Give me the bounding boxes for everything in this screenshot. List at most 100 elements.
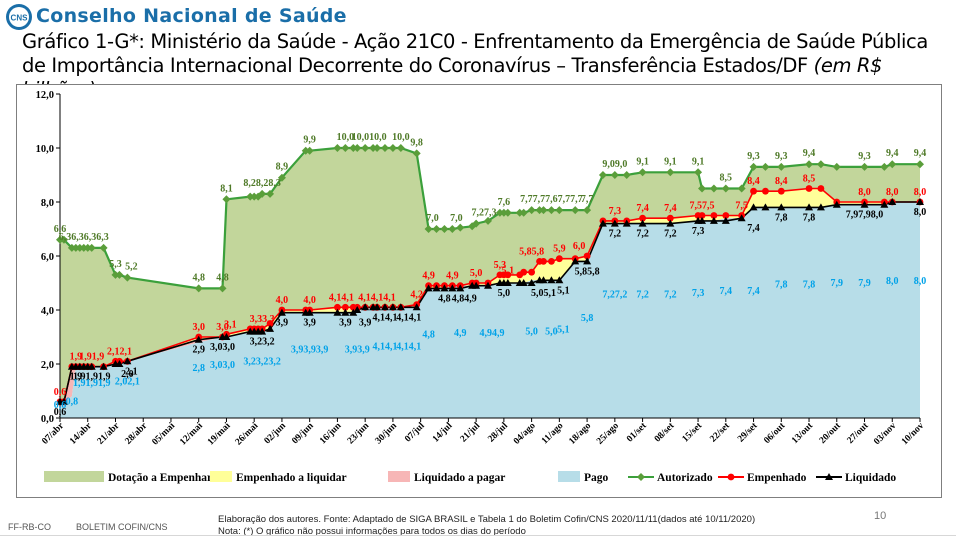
marker-liquidado: [777, 203, 786, 211]
marker-autorizado: [694, 168, 703, 177]
marker-liquidado: [598, 219, 607, 227]
footer-code: FF-RB-CO: [8, 522, 51, 532]
marker-autorizado: [555, 206, 564, 215]
label-empenhado: 7,5: [735, 201, 748, 212]
label-autorizado: 7,77,77,67,77,7: [520, 194, 583, 205]
marker-autorizado: [373, 144, 382, 152]
label-liquidado: 0,6: [54, 407, 67, 418]
marker-liquidado: [832, 200, 841, 208]
legend-item: Liquidado: [816, 472, 896, 484]
label-autorizado: 9,4: [914, 148, 927, 159]
label-pago: 5,0: [525, 326, 538, 337]
label-pago: 0,8: [66, 397, 79, 408]
label-liquidado: 3,23,2: [250, 337, 275, 348]
label-empenhado: 1,9: [70, 352, 83, 363]
marker-autorizado: [816, 160, 825, 169]
label-liquidado: 3,9: [303, 318, 316, 329]
marker-liquidado: [638, 219, 647, 227]
label-autorizado: 6,36,36,36,3: [59, 232, 109, 243]
marker-liquidado: [805, 203, 814, 211]
chart: 0,02,04,06,08,010,012,007/abr 14/abr 21/ab…: [16, 84, 942, 498]
legend-label: Empenhado: [747, 472, 807, 484]
marker-liquidado: [424, 284, 433, 292]
marker-autorizado: [396, 144, 405, 152]
marker-autorizado: [721, 184, 730, 193]
footer-bulletin: BOLETIM COFIN/CNS: [76, 522, 168, 532]
marker-autorizado: [698, 184, 707, 193]
marker-liquidado: [583, 257, 592, 265]
label-pago: 4,14,1: [396, 341, 421, 352]
label-autorizado: 9,9: [303, 135, 316, 146]
label-liquidado: 3,9: [339, 318, 352, 329]
marker-autorizado: [622, 171, 631, 179]
marker-autorizado: [888, 160, 897, 169]
marker-liquidado: [277, 308, 286, 316]
marker-autorizado: [99, 243, 108, 252]
y-tick-label: 12,0: [36, 90, 54, 101]
label-liquidado: 7,3: [692, 226, 705, 237]
marker-autorizado: [266, 189, 275, 198]
legend-item: Dotação a Empenhar: [44, 471, 212, 484]
marker-autorizado: [341, 144, 350, 152]
label-liquidado: 4,14,1: [396, 312, 421, 323]
marker-autorizado: [503, 208, 512, 217]
label-pago: 5,1: [557, 325, 570, 336]
label-empenhado: 4,9: [422, 271, 435, 282]
marker-autorizado: [305, 146, 314, 155]
marker-liquidado: [484, 281, 493, 289]
page-number: 10: [874, 510, 887, 522]
marker-liquidado: [388, 303, 397, 311]
marker-liquidado: [194, 335, 203, 343]
marker-autorizado: [59, 235, 68, 244]
label-pago: 0,6: [54, 400, 67, 411]
label-liquidado: 7,2: [664, 229, 677, 240]
label-autorizado: 9,09,0: [602, 159, 627, 170]
label-autorizado: 9,1: [636, 156, 649, 167]
title-main: Gráfico 1-G*: Ministério da Saúde - Ação…: [22, 30, 928, 77]
label-liquidado: 5,85,8: [575, 266, 600, 277]
label-liquidado: 7,2: [609, 229, 622, 240]
legend-item: Liquidado a pagar: [388, 471, 505, 484]
legend-swatch: [388, 471, 410, 482]
marker-liquidado: [349, 308, 358, 316]
marker-liquidado: [571, 257, 580, 265]
marker-autorizado: [432, 225, 441, 233]
label-pago: 2,02,1: [115, 377, 140, 388]
marker-liquidado: [888, 198, 897, 205]
marker-liquidado: [266, 324, 275, 332]
label-liquidado: 5,0: [498, 288, 511, 299]
y-tick-label: 0,0: [41, 414, 54, 425]
label-pago: 7,4: [720, 286, 733, 297]
marker-autorizado: [484, 216, 493, 225]
marker-empenhado: [750, 187, 757, 195]
label-liquidado: 7,8: [775, 212, 788, 223]
footer-divider: [0, 535, 956, 536]
marker-empenhado: [710, 212, 718, 219]
label-liquidado: 4,84,9: [452, 293, 477, 304]
label-pago: 2,8: [192, 363, 205, 374]
label-empenhado: 5,0: [470, 268, 483, 279]
label-pago: 1,91,91,9: [73, 378, 111, 389]
logo-text: CNS: [11, 14, 29, 23]
marker-empenhado: [555, 255, 563, 263]
label-pago: 4,8: [422, 330, 435, 341]
label-pago: 3,03,0: [210, 360, 235, 371]
y-tick-label: 4,0: [41, 306, 54, 317]
label-pago: 7,9: [858, 278, 871, 289]
label-liquidado: 8,0: [914, 207, 927, 218]
label-autorizado: 4,8: [216, 272, 229, 283]
label-liquidado: 2,1: [125, 366, 137, 377]
label-pago: 7,2: [664, 289, 677, 300]
marker-autorizado: [805, 160, 814, 169]
legend-swatch: [558, 471, 580, 482]
label-pago: 3,23,23,2: [243, 356, 281, 367]
marker-empenhado: [805, 185, 813, 192]
label-liquidado: 7,8: [803, 212, 816, 223]
label-liquidado: 7,97,98,0: [846, 210, 884, 221]
label-liquidado: 1,9: [70, 372, 83, 383]
marker-autorizado: [380, 144, 389, 152]
marker-autorizado: [749, 162, 758, 171]
marker-autorizado: [123, 273, 132, 282]
legend-label: Dotação a Empenhar: [108, 472, 212, 484]
label-empenhado: 8,0: [914, 187, 927, 198]
